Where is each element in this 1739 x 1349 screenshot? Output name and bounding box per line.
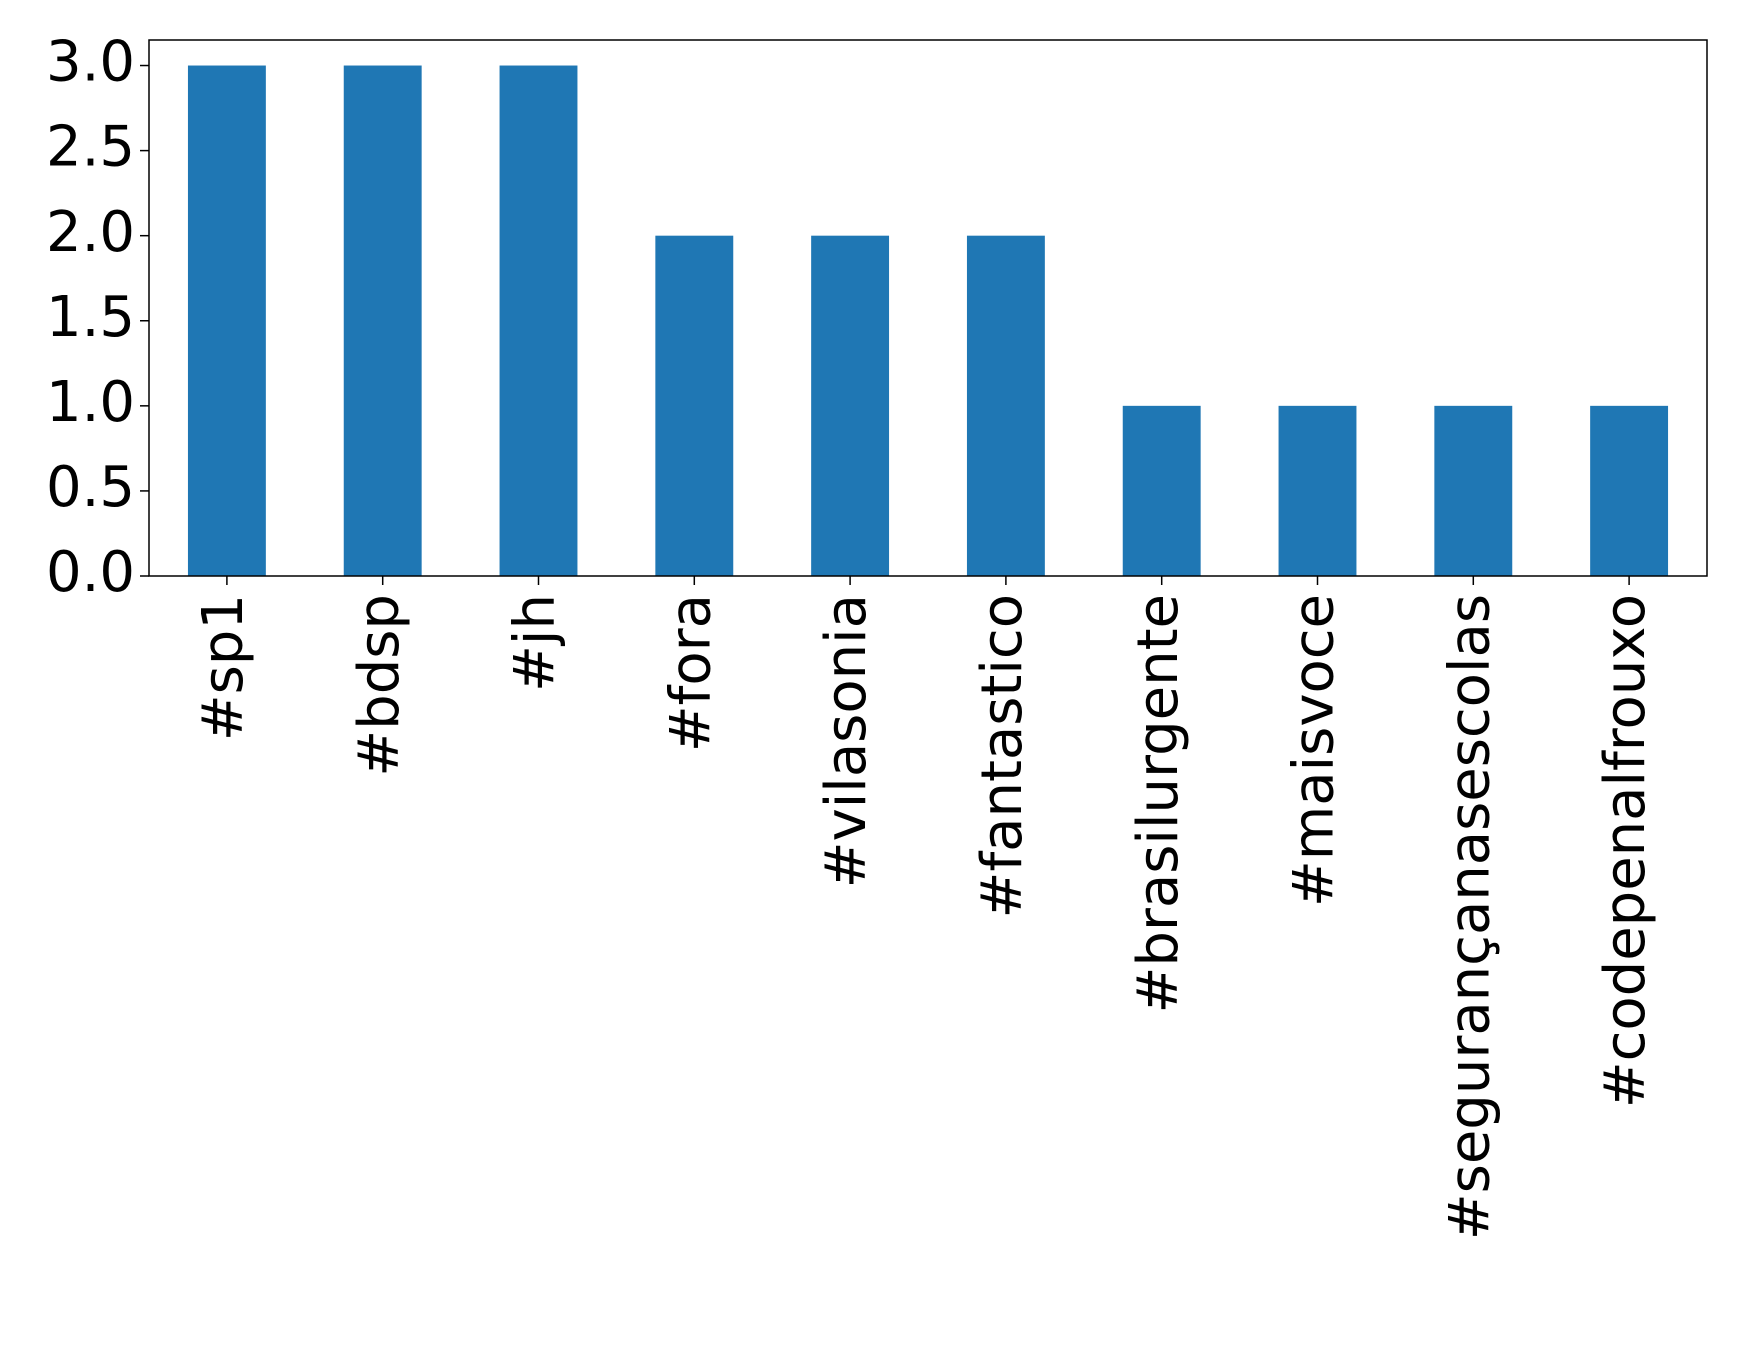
y-tick-label: 3.0 bbox=[46, 30, 135, 95]
bar bbox=[655, 235, 734, 576]
x-tick-label: #sp1 bbox=[191, 594, 256, 741]
y-tick-label: 1.5 bbox=[46, 285, 135, 350]
x-tick-label: #brasilurgente bbox=[1126, 594, 1191, 1014]
bar bbox=[811, 235, 890, 576]
x-tick-label: #fora bbox=[658, 594, 723, 752]
bar bbox=[343, 65, 422, 577]
bar bbox=[966, 235, 1045, 576]
y-tick-label: 2.0 bbox=[46, 200, 135, 265]
bar bbox=[1122, 405, 1201, 576]
y-tick-label: 1.0 bbox=[46, 370, 135, 435]
x-tick-label: #codepenalfrouxo bbox=[1593, 594, 1658, 1108]
x-tick-label: #jh bbox=[503, 594, 568, 692]
plot-frame bbox=[148, 39, 1708, 577]
y-tick-label: 0.5 bbox=[46, 455, 135, 520]
x-tick-label: #fantastico bbox=[970, 594, 1035, 918]
x-tick-label: #bdsp bbox=[347, 594, 412, 777]
x-tick-label: #vilasonia bbox=[814, 594, 879, 888]
y-tick-label: 2.5 bbox=[46, 115, 135, 180]
bar bbox=[499, 65, 578, 577]
x-tick-label: #maisvoce bbox=[1282, 594, 1347, 907]
x-tick-label: #segurançanasescolas bbox=[1437, 594, 1502, 1240]
bar bbox=[1434, 405, 1513, 576]
bar bbox=[1590, 405, 1669, 576]
bar bbox=[1278, 405, 1357, 576]
bar bbox=[187, 65, 266, 577]
y-tick-label: 0.0 bbox=[46, 540, 135, 605]
